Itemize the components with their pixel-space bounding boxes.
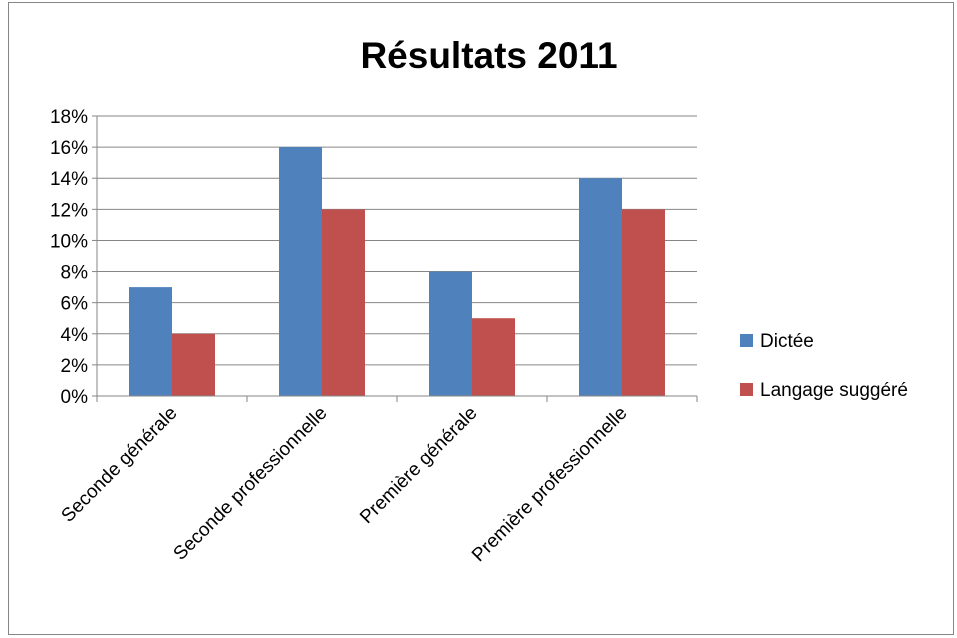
y-tick-label: 10% xyxy=(50,231,88,252)
legend-swatch xyxy=(740,334,753,347)
y-tick-label: 12% xyxy=(50,200,88,221)
legend-swatch xyxy=(740,383,753,396)
bar-dictee xyxy=(429,271,472,396)
y-tick-label: 18% xyxy=(50,107,88,128)
x-category-label: Seconde professionnelle xyxy=(170,403,332,565)
bar-dictee xyxy=(279,147,322,396)
x-category-label: Première générale xyxy=(356,403,481,528)
y-tick-label: 14% xyxy=(50,169,88,190)
x-category-label: Première professionnelle xyxy=(468,403,631,566)
x-category-label: Seconde générale xyxy=(58,403,182,527)
y-tick-label: 6% xyxy=(61,294,89,315)
bar-langage-suggere xyxy=(172,333,215,396)
legend-label: Dictée xyxy=(760,331,814,352)
y-tick-label: 2% xyxy=(61,356,89,377)
bar-dictee xyxy=(579,178,622,396)
legend: Dictée Langage suggéré xyxy=(740,331,908,401)
y-tick-label: 16% xyxy=(50,138,88,159)
bar-dictee xyxy=(129,287,172,396)
bar-langage-suggere xyxy=(472,318,515,396)
y-tick-label: 0% xyxy=(61,387,89,408)
bar-langage-suggere xyxy=(622,209,665,396)
chart-title: Résultats 2011 xyxy=(360,35,617,76)
y-tick-label: 4% xyxy=(61,325,89,346)
y-tick-label: 8% xyxy=(61,263,89,284)
legend-label: Langage suggéré xyxy=(760,380,908,401)
bar-langage-suggere xyxy=(322,209,365,396)
bars-layer xyxy=(129,147,665,396)
